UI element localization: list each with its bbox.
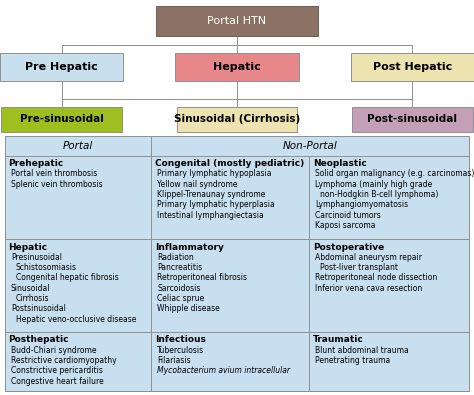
Text: Carcinoid tumors: Carcinoid tumors <box>315 211 381 220</box>
Text: Infectious: Infectious <box>155 335 206 344</box>
FancyBboxPatch shape <box>5 136 469 391</box>
FancyBboxPatch shape <box>1 107 122 132</box>
Text: Presinusoidal: Presinusoidal <box>11 253 62 262</box>
Text: Schistosomiasis: Schistosomiasis <box>16 263 77 272</box>
Text: Prehepatic: Prehepatic <box>9 159 64 168</box>
Text: Radiation: Radiation <box>157 253 194 262</box>
Text: Intestinal lymphangiectasia: Intestinal lymphangiectasia <box>157 211 264 220</box>
Text: Pancreatitis: Pancreatitis <box>157 263 202 272</box>
Text: Yellow nail syndrome: Yellow nail syndrome <box>157 180 238 189</box>
Text: Post Hepatic: Post Hepatic <box>373 62 452 72</box>
Text: Blunt abdominal trauma: Blunt abdominal trauma <box>315 346 409 355</box>
Text: Splenic vein thrombosis: Splenic vein thrombosis <box>11 180 102 189</box>
Text: Pre Hepatic: Pre Hepatic <box>25 62 98 72</box>
Text: Solid organ malignancy (e.g. carcinomas): Solid organ malignancy (e.g. carcinomas) <box>315 169 474 179</box>
Text: Restrictive cardiomyopathy: Restrictive cardiomyopathy <box>11 356 117 365</box>
Text: Filariasis: Filariasis <box>157 356 191 365</box>
Text: Lymphoma (mainly high grade: Lymphoma (mainly high grade <box>315 180 432 189</box>
Text: Klippel-Trenaunay syndrome: Klippel-Trenaunay syndrome <box>157 190 265 199</box>
Text: Traumatic: Traumatic <box>313 335 364 344</box>
Text: Pre-sinusoidal: Pre-sinusoidal <box>20 115 103 124</box>
Text: Neoplastic: Neoplastic <box>313 159 366 168</box>
Text: Primary lymphatic hypoplasia: Primary lymphatic hypoplasia <box>157 169 272 179</box>
Text: Primary lymphatic hyperplasia: Primary lymphatic hyperplasia <box>157 200 275 209</box>
Text: Congenital hepatic fibrosis: Congenital hepatic fibrosis <box>16 273 118 282</box>
Text: Mycobacterium avium intracellular: Mycobacterium avium intracellular <box>157 366 290 375</box>
Text: Abdominal aneurysm repair: Abdominal aneurysm repair <box>315 253 422 262</box>
Text: Cirrhosis: Cirrhosis <box>16 294 49 303</box>
FancyBboxPatch shape <box>156 6 318 36</box>
FancyBboxPatch shape <box>351 53 474 81</box>
Text: Congestive heart failure: Congestive heart failure <box>11 376 104 386</box>
Text: Hepatic: Hepatic <box>9 243 48 252</box>
Text: Posthepatic: Posthepatic <box>9 335 69 344</box>
Text: Sinusoidal: Sinusoidal <box>11 284 50 293</box>
Text: Whipple disease: Whipple disease <box>157 304 220 313</box>
Text: non-Hodgkin B-cell lymphoma): non-Hodgkin B-cell lymphoma) <box>320 190 438 199</box>
Text: Portal: Portal <box>63 141 93 151</box>
Text: Tuberculosis: Tuberculosis <box>157 346 204 355</box>
FancyBboxPatch shape <box>175 53 299 81</box>
Text: Postoperative: Postoperative <box>313 243 384 252</box>
Text: Lymphangiomyomatosis: Lymphangiomyomatosis <box>315 200 408 209</box>
Text: Budd-Chiari syndrome: Budd-Chiari syndrome <box>11 346 96 355</box>
Text: Inflammatory: Inflammatory <box>155 243 224 252</box>
Text: Sarcoidosis: Sarcoidosis <box>157 284 201 293</box>
FancyBboxPatch shape <box>352 107 473 132</box>
Text: Congenital (mostly pediatric): Congenital (mostly pediatric) <box>155 159 304 168</box>
Text: Kaposi sarcoma: Kaposi sarcoma <box>315 221 376 230</box>
Text: Non-Portal: Non-Portal <box>283 141 337 151</box>
Text: Portal HTN: Portal HTN <box>208 16 266 26</box>
Text: Retroperitoneal node dissection: Retroperitoneal node dissection <box>315 273 438 282</box>
Text: Postsinusoidal: Postsinusoidal <box>11 304 66 313</box>
Text: Penetrating trauma: Penetrating trauma <box>315 356 391 365</box>
FancyBboxPatch shape <box>176 107 298 132</box>
Text: Celiac sprue: Celiac sprue <box>157 294 204 303</box>
Text: Post-liver transplant: Post-liver transplant <box>320 263 398 272</box>
Text: Retroperitoneal fibrosis: Retroperitoneal fibrosis <box>157 273 247 282</box>
Text: Hepatic: Hepatic <box>213 62 261 72</box>
Text: Post-sinusoidal: Post-sinusoidal <box>367 115 457 124</box>
Text: Hepatic veno-occlusive disease: Hepatic veno-occlusive disease <box>16 314 136 324</box>
Text: Portal vein thrombosis: Portal vein thrombosis <box>11 169 97 179</box>
Text: Sinusoidal (Cirrhosis): Sinusoidal (Cirrhosis) <box>174 115 300 124</box>
FancyBboxPatch shape <box>0 53 123 81</box>
Text: Constrictive pericarditis: Constrictive pericarditis <box>11 366 103 375</box>
Text: Inferior vena cava resection: Inferior vena cava resection <box>315 284 422 293</box>
